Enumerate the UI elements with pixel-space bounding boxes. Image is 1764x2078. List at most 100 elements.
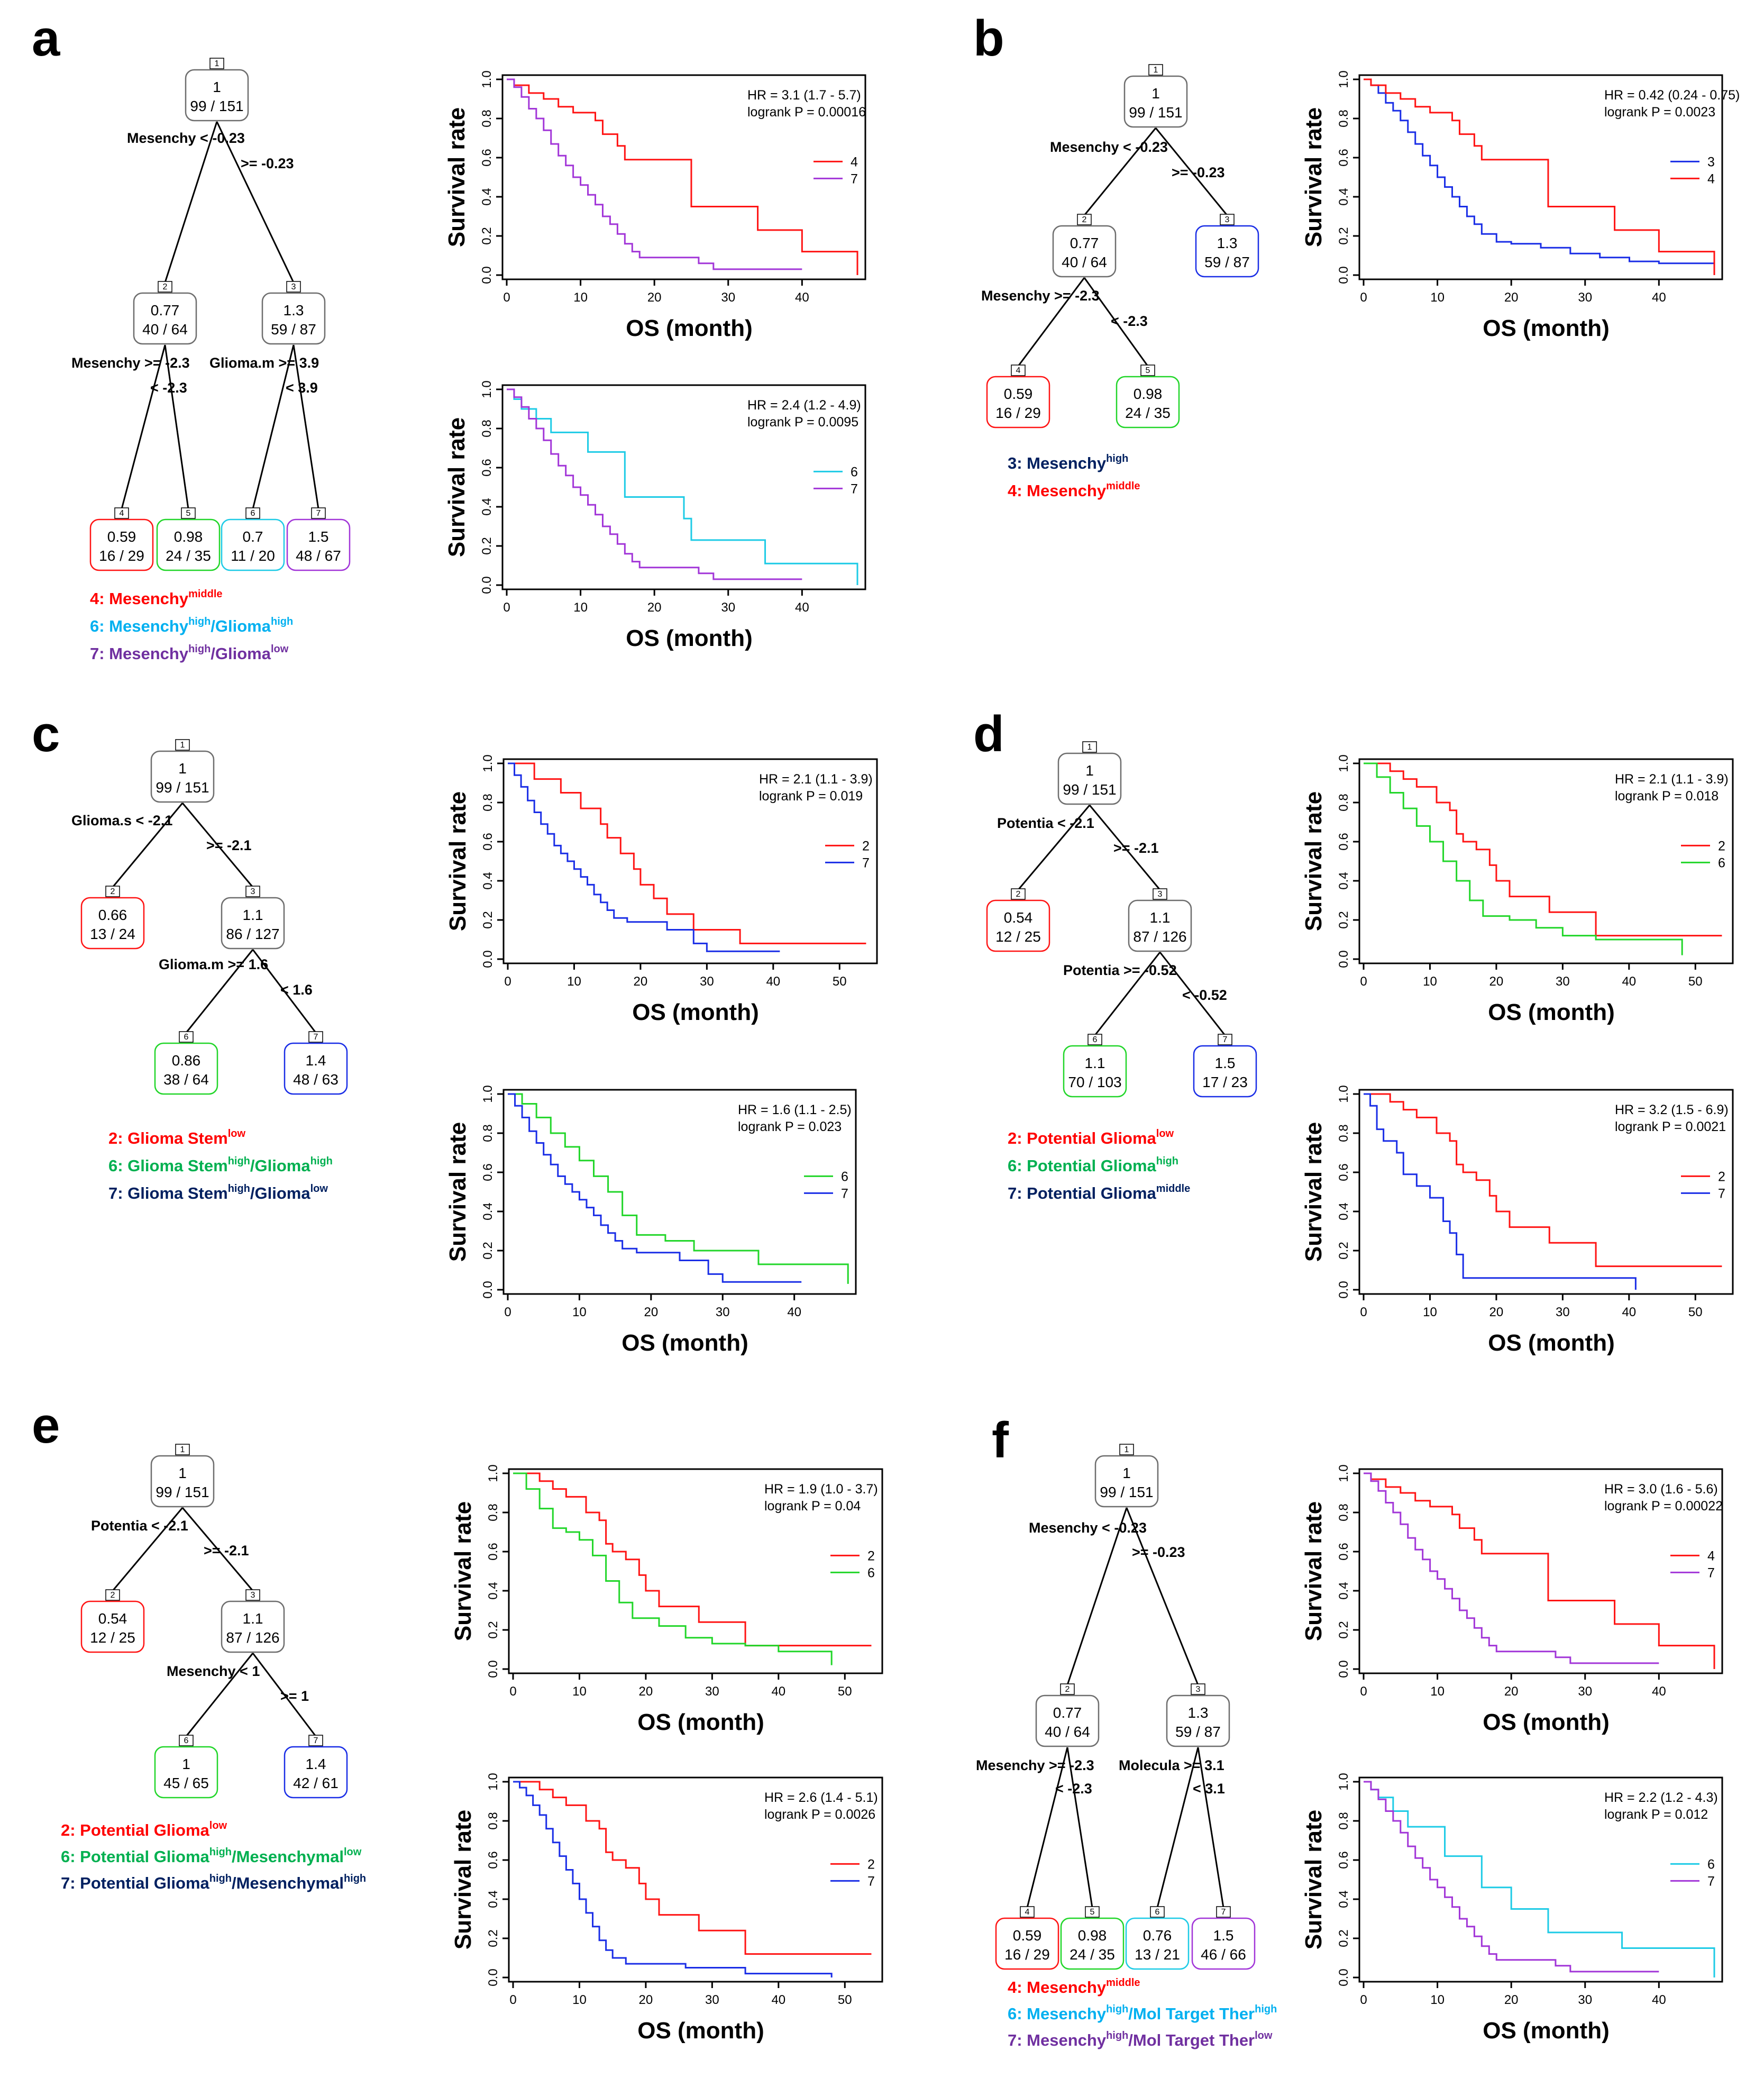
y-tick-label: 0.6 [1337,1163,1351,1181]
node-id-tag [1087,1034,1102,1045]
x-tick-label: 10 [573,290,588,305]
y-tick-label: 0.6 [486,1543,500,1560]
hazard-ratio-label: HR = 1.9 (1.0 - 3.7) [764,1482,878,1497]
node-fraction: 40 / 64 [142,321,188,338]
tree-node-6: 6 1 45 / 65 [154,1735,218,1799]
node-box [1063,1045,1127,1098]
node-id-tag [245,1589,260,1601]
survival-curve-4 [507,78,858,275]
node-id-label: 1 [1154,66,1158,75]
legend-label-6: 6 [841,1169,848,1184]
tree-node-7: 7 1.4 42 / 61 [284,1735,348,1799]
node-fraction: 46 / 66 [1201,1946,1246,1963]
y-tick-label: 0.2 [486,1929,500,1947]
node-id-tag [175,739,190,751]
node-value: 1 [1122,1465,1131,1481]
legend-label-2: 2 [1718,839,1725,853]
node-id-label: 7 [316,509,321,518]
node-id-tag [311,507,326,519]
hazard-ratio-label: HR = 2.2 (1.2 - 4.3) [1604,1790,1718,1805]
node-id-label: 7 [314,1033,318,1042]
node-fraction: 38 / 64 [163,1071,209,1088]
node-id-label: 6 [184,1736,189,1745]
logrank-p-label: logrank P = 0.04 [764,1499,861,1514]
x-tick-label: 30 [700,974,714,989]
node-value: 1 [182,1756,190,1772]
x-tick-label: 40 [795,290,809,305]
x-axis-title: OS (month) [1483,315,1610,341]
node-value: 1 [1151,85,1160,102]
split-condition-right: >= -0.23 [1172,165,1225,180]
node-fraction: 13 / 24 [90,926,135,942]
x-tick-label: 50 [833,974,847,989]
node-box [1166,1694,1230,1747]
x-axis-title: OS (month) [632,999,759,1025]
x-tick-label: 40 [1622,1305,1636,1319]
legend-item: 4: Mesenchymiddle [1008,480,1140,500]
tree-edge [164,121,218,283]
node-fraction: 42 / 61 [293,1775,339,1791]
legend-item: 7: Mesenchyhigh/Gliomalow [90,643,289,663]
y-tick-label: 0.8 [486,1503,500,1521]
node-box [1052,225,1117,278]
node-fraction: 86 / 127 [226,926,279,942]
legend-label-6: 6 [851,464,858,479]
tree-node-4: 4 0.59 16 / 29 [986,364,1050,429]
node-id-tag [308,1031,323,1043]
survival-curve-7 [1364,1781,1659,1973]
tree-panel-e: 1 1 99 / 151 2 0.54 12 / 25 3 1.1 87 / 126 6 1 45 /… [80,1444,348,1799]
y-tick-label: 0.4 [480,188,494,205]
km-chart-b-1: 0.0 0.2 0.4 0.6 0.8 1.0 0 10 20 30 40 OS (month) Sur… [1301,70,1740,341]
node-fraction: 16 / 29 [995,405,1041,421]
node-id-label: 7 [1221,1908,1226,1917]
y-tick-label: 0.0 [486,1968,500,1986]
split-condition-left: Mesenchy >= -2.3 [71,355,190,371]
node-value: 1.5 [308,528,329,545]
node-box [154,1042,218,1095]
x-tick-label: 10 [1430,1993,1445,2007]
node-fraction: 11 / 20 [231,548,275,564]
x-tick-label: 20 [1489,1305,1504,1319]
node-box [1116,376,1180,429]
legend-label-7: 7 [851,171,858,186]
split-condition-left: Mesenchy < -0.23 [1029,1520,1147,1536]
survival-curve-7 [1364,1472,1659,1664]
node-fraction: 24 / 35 [1125,405,1171,421]
km-chart-c-1: 0.0 0.2 0.4 0.6 0.8 1.0 0 10 20 30 40 50 OS (month) S… [445,754,878,1025]
legend-item: 6: Glioma Stemhigh/Gliomahigh [108,1155,333,1175]
y-axis-title: Survival rate [445,1122,471,1262]
node-value: 0.98 [1134,386,1163,402]
tree-panel-d: 1 1 99 / 151 2 0.54 12 / 25 3 1.1 87 / 126 6 1.1 70… [986,741,1257,1098]
group-legend-c: 2: Glioma Stemlow 6: Glioma Stemhigh/Glio… [108,1128,333,1202]
tree-edge [216,121,295,283]
x-tick-label: 50 [838,1993,852,2007]
legend-label-6: 6 [867,1565,875,1580]
tree-node-3: 3 1.3 59 / 87 [1195,214,1259,278]
logrank-p-label: logrank P = 0.0023 [1604,105,1715,120]
node-id-tag [1216,1906,1231,1918]
y-tick-label: 0.8 [481,794,495,811]
x-tick-label: 10 [1430,1684,1445,1699]
tree-edge [1017,277,1085,367]
node-id-label: 5 [1090,1908,1095,1917]
km-chart-e-1: 0.0 0.2 0.4 0.6 0.8 1.0 0 10 20 30 40 50 OS (month) S… [450,1464,883,1735]
plot-frame [501,384,866,590]
tree-edge [181,1507,254,1591]
node-value: 1 [213,79,221,95]
node-id-label: 4 [1025,1908,1030,1917]
hazard-ratio-label: HR = 2.6 (1.4 - 5.1) [764,1790,878,1805]
tree-node-2: 2 0.77 40 / 64 [1035,1683,1100,1747]
node-id-label: 4 [1016,366,1021,375]
panel-label-d: d [973,706,1004,762]
node-id-label: 3 [1158,890,1163,899]
x-tick-label: 40 [1622,974,1636,989]
node-value: 0.54 [98,1610,127,1627]
split-condition-right: < -2.3 [150,380,187,396]
node-fraction: 16 / 29 [99,548,144,564]
legend-item: 2: Potential Gliomalow [61,1820,227,1839]
node-value: 1.5 [1215,1055,1236,1071]
node-box [986,899,1050,952]
node-value: 1.1 [1150,909,1171,926]
tree-edge [1197,1747,1224,1908]
x-tick-label: 20 [644,1305,658,1319]
